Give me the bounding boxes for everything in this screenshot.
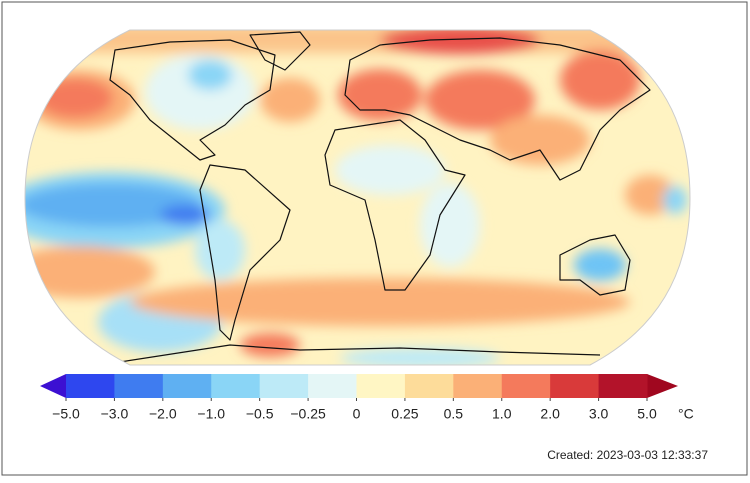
colorbar-tick-label: −0.25	[290, 406, 326, 422]
colorbar-segment	[356, 374, 406, 398]
colorbar-under	[40, 374, 66, 398]
colorbar-segment	[259, 374, 309, 398]
colorbar-segment	[598, 374, 648, 398]
map-outline	[24, 29, 691, 366]
colorbar-tick-label: 0	[353, 406, 361, 422]
created-timestamp: Created: 2023-03-03 12:33:37	[547, 448, 708, 462]
colorbar-segment	[211, 374, 261, 398]
colorbar-segment	[550, 374, 600, 398]
colorbar-tick-label: 2.0	[540, 406, 560, 422]
colorbar-tick-label: 0.5	[444, 406, 464, 422]
colorbar-tick-label: −3.0	[101, 406, 129, 422]
colorbar-tick-label: −5.0	[52, 406, 80, 422]
colorbar-segment	[66, 374, 115, 398]
map	[25, 30, 690, 365]
colorbar-tick-label: 1.0	[492, 406, 512, 422]
colorbar: −5.0 −3.0 −2.0 −1.0 −0.5 −0.25 0 0.25 0.5 1.0 2.0 3…	[40, 374, 678, 422]
colorbar-segment	[308, 374, 357, 398]
coastlines	[109, 31, 651, 363]
colorbar-unit: °C	[678, 406, 694, 422]
colorbar-segment	[453, 374, 503, 398]
colorbar-tick-label: 0.25	[391, 406, 418, 422]
colorbar-tick-label: −2.0	[149, 406, 177, 422]
colorbar-tick-label: 3.0	[589, 406, 609, 422]
colorbar-segment	[501, 374, 551, 398]
colorbar-tick-label: −0.5	[246, 406, 274, 422]
colorbar-tick-label: 5.0	[637, 406, 657, 422]
colorbar-segment	[114, 374, 164, 398]
colorbar-segment	[404, 374, 454, 398]
colorbar-over	[647, 374, 678, 398]
colorbar-tick-label: −1.0	[197, 406, 225, 422]
colorbar-segment	[162, 374, 212, 398]
